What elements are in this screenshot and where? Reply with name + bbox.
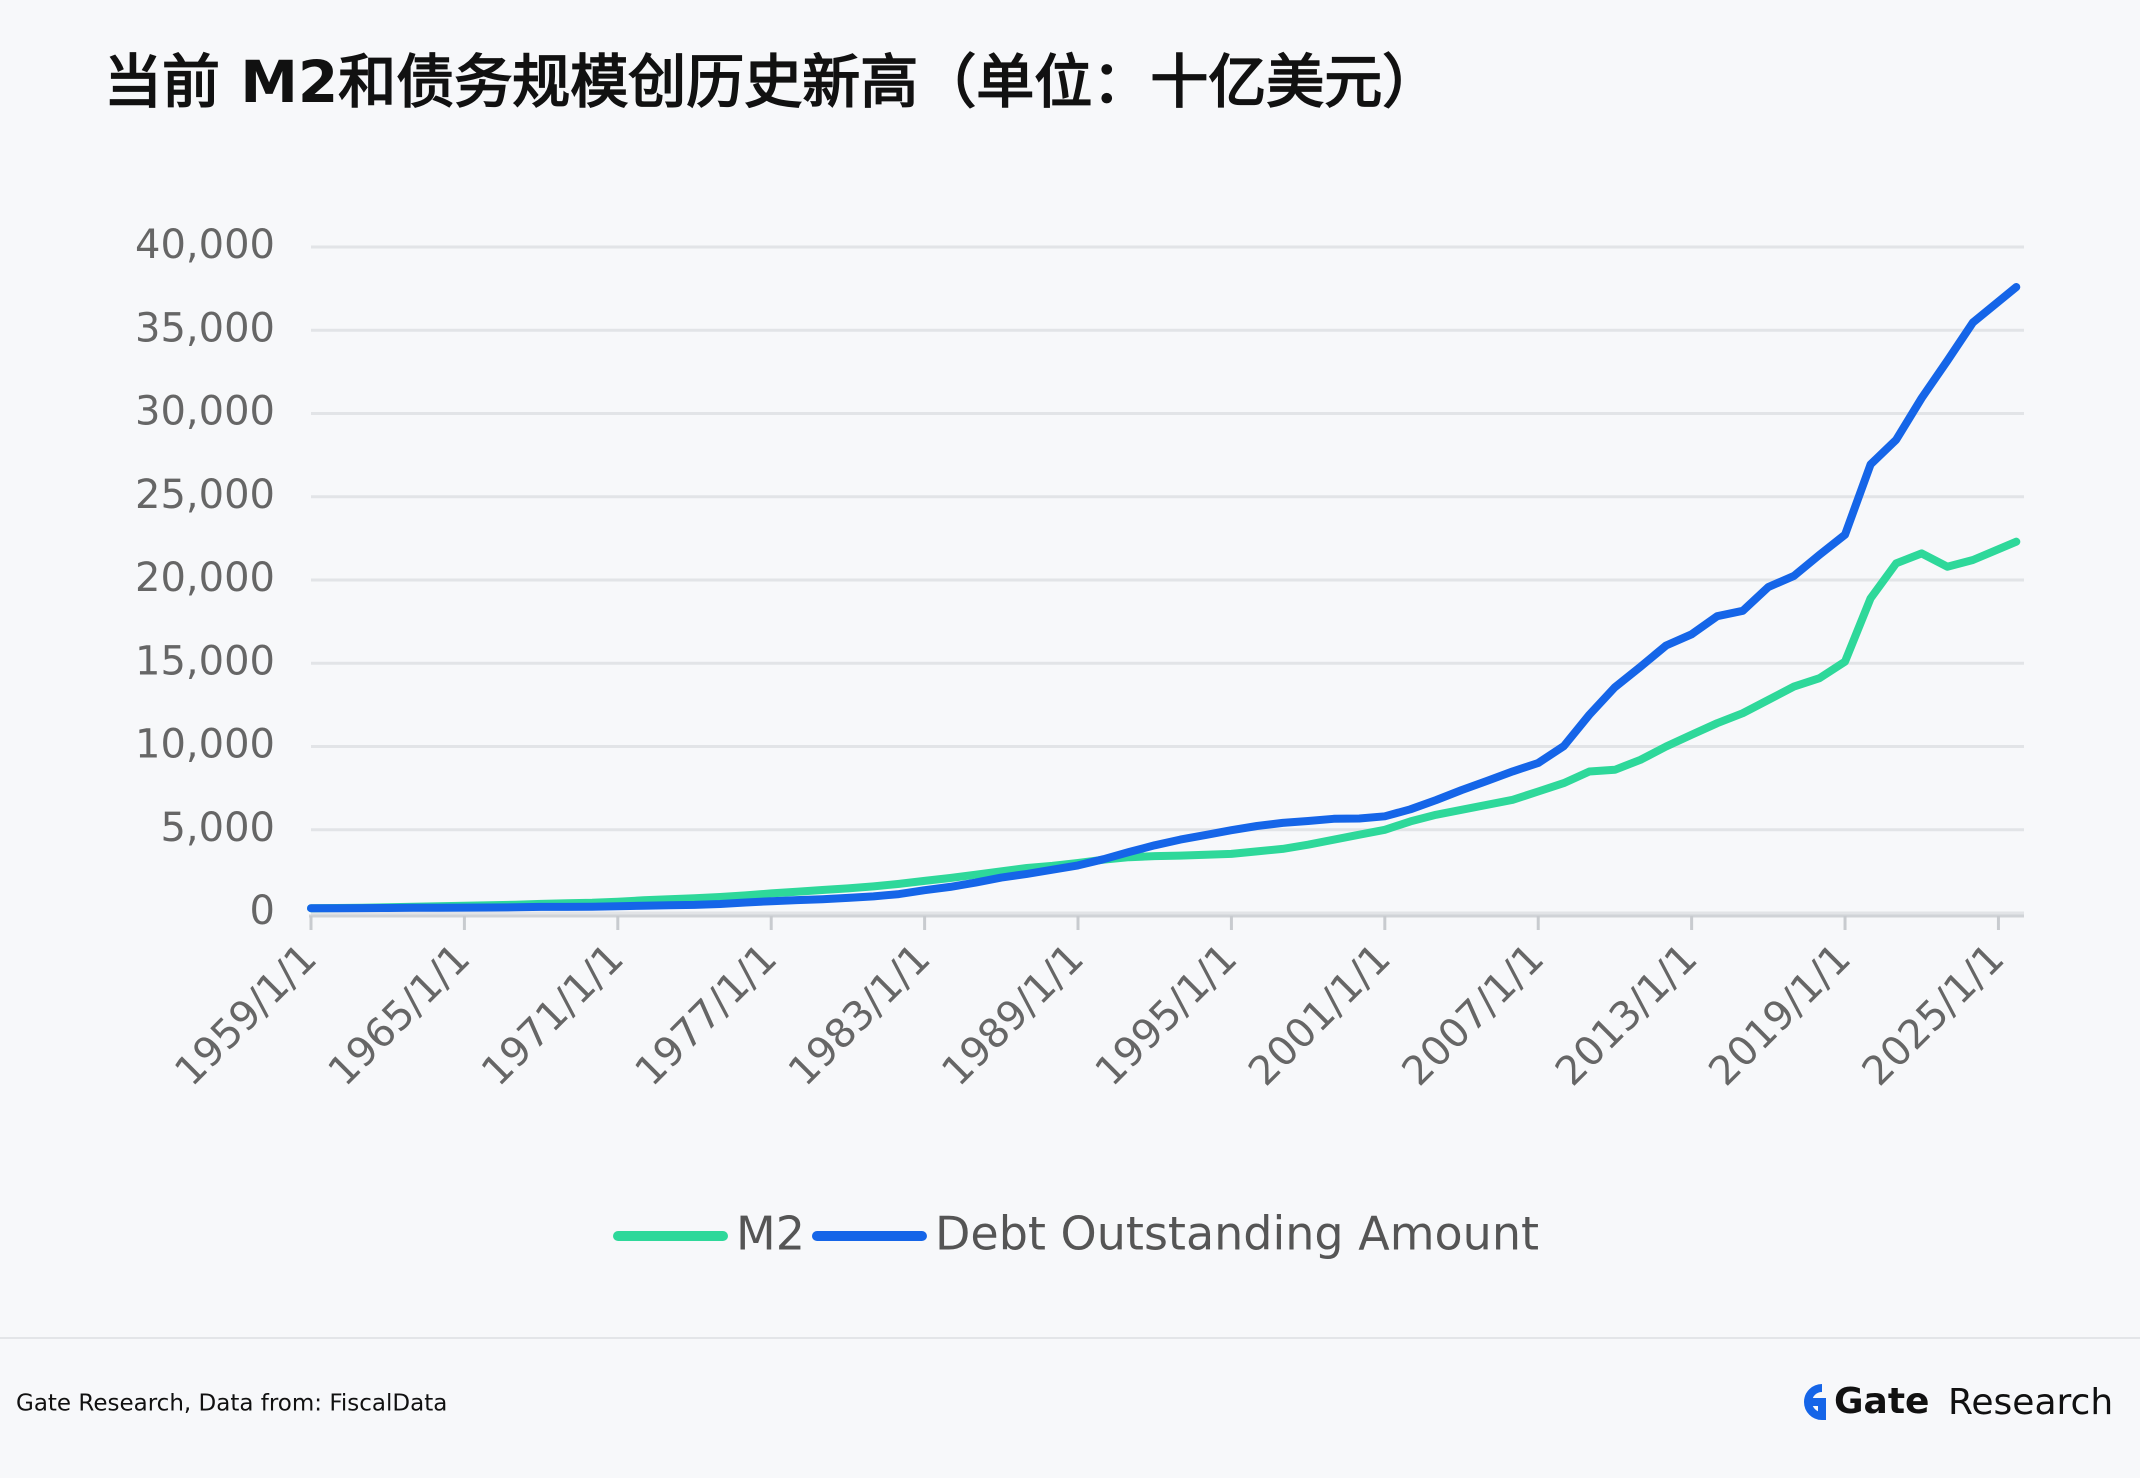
footer-source: Gate Research, Data from: FiscalData	[16, 1391, 447, 1417]
y-tick-label: 0	[250, 888, 275, 934]
y-tick-label: 20,000	[135, 555, 275, 601]
y-tick-label: 30,000	[135, 389, 275, 435]
legend: M2 Debt Outstanding Amount	[613, 1207, 1539, 1261]
series-line	[307, 283, 2021, 913]
y-tick-label: 25,000	[135, 472, 275, 518]
brand-name: Gate	[1834, 1381, 1929, 1422]
brand-logo: Gate Research	[1804, 1381, 2113, 1423]
y-tick-label: 40,000	[135, 222, 275, 268]
y-tick-label: 15,000	[135, 638, 275, 684]
y-tick-label: 5,000	[160, 805, 275, 851]
y-tick-label: 10,000	[135, 722, 275, 768]
legend-label: Debt Outstanding Amount	[935, 1207, 1539, 1261]
brand-suffix: Research	[1948, 1382, 2113, 1423]
legend-label: M2	[736, 1207, 805, 1261]
chart-title: 当前 M2和债务规模创历史新高（单位：十亿美元）	[104, 48, 1440, 116]
logo-icon	[1804, 1384, 1826, 1421]
y-tick-label: 35,000	[135, 305, 275, 351]
